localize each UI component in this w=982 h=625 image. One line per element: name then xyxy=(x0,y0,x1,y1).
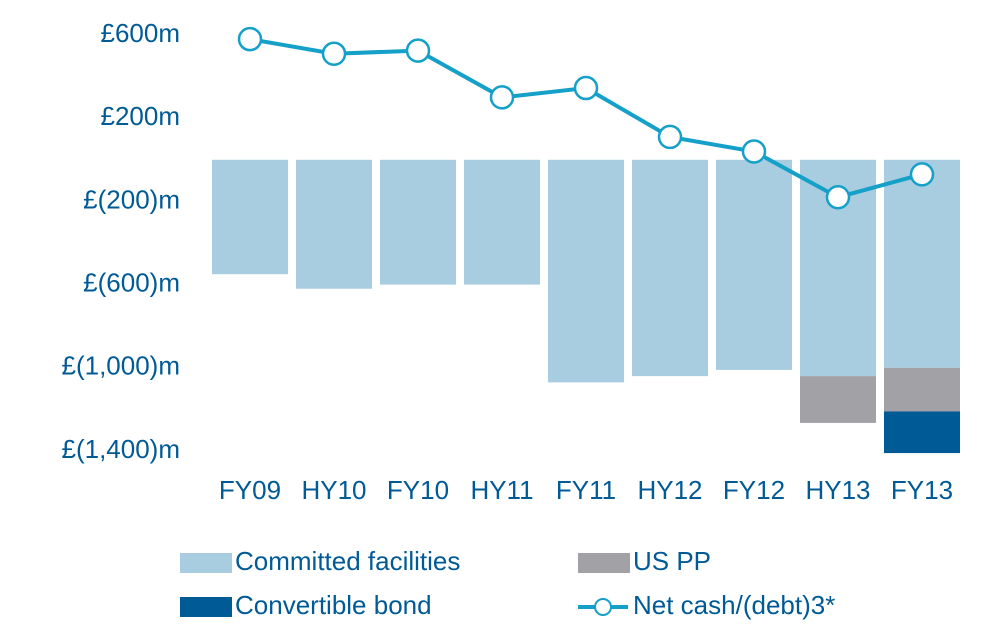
x-tick-label: HY12 xyxy=(637,475,702,505)
bar xyxy=(884,159,960,368)
bar xyxy=(380,159,456,285)
bar xyxy=(632,159,708,377)
bar xyxy=(800,376,876,423)
y-tick-label: £200m xyxy=(101,101,181,131)
x-tick-label: FY13 xyxy=(891,475,953,505)
legend-swatch xyxy=(594,598,612,616)
x-tick-label: HY11 xyxy=(470,475,533,505)
bar xyxy=(548,159,624,383)
bar xyxy=(212,159,288,275)
y-tick-label: £(600)m xyxy=(83,267,180,297)
bar xyxy=(464,159,540,285)
x-tick-label: FY09 xyxy=(219,475,281,505)
point xyxy=(741,139,767,164)
legend-swatch xyxy=(180,597,232,617)
legend-label: Net cash/(debt)3* xyxy=(633,590,835,620)
point xyxy=(573,75,599,101)
bar xyxy=(884,411,960,454)
bar xyxy=(296,159,372,289)
point xyxy=(405,38,431,63)
x-tick-label: FY11 xyxy=(556,475,616,505)
legend-label: Committed facilities xyxy=(235,546,460,576)
point xyxy=(237,26,263,52)
x-tick-label: FY10 xyxy=(387,475,449,505)
point xyxy=(825,184,851,210)
legend-swatch xyxy=(180,553,232,573)
bar xyxy=(716,159,792,370)
legend-swatch xyxy=(578,553,630,573)
x-tick-label: HY13 xyxy=(805,475,870,505)
y-tick-label: £(200)m xyxy=(83,184,180,214)
bar xyxy=(884,367,960,412)
legend-label: US PP xyxy=(633,546,711,576)
x-tick-label: HY10 xyxy=(301,475,366,505)
y-tick-label: £(1,000)m xyxy=(62,351,181,381)
y-tick-label: £(1,400)m xyxy=(62,434,181,464)
point xyxy=(657,124,683,150)
point xyxy=(321,41,347,66)
point xyxy=(489,85,515,110)
y-tick-label: £600m xyxy=(101,18,181,48)
legend-label: Convertible bond xyxy=(235,590,432,620)
point xyxy=(909,162,935,187)
x-tick-label: FY12 xyxy=(723,475,785,505)
